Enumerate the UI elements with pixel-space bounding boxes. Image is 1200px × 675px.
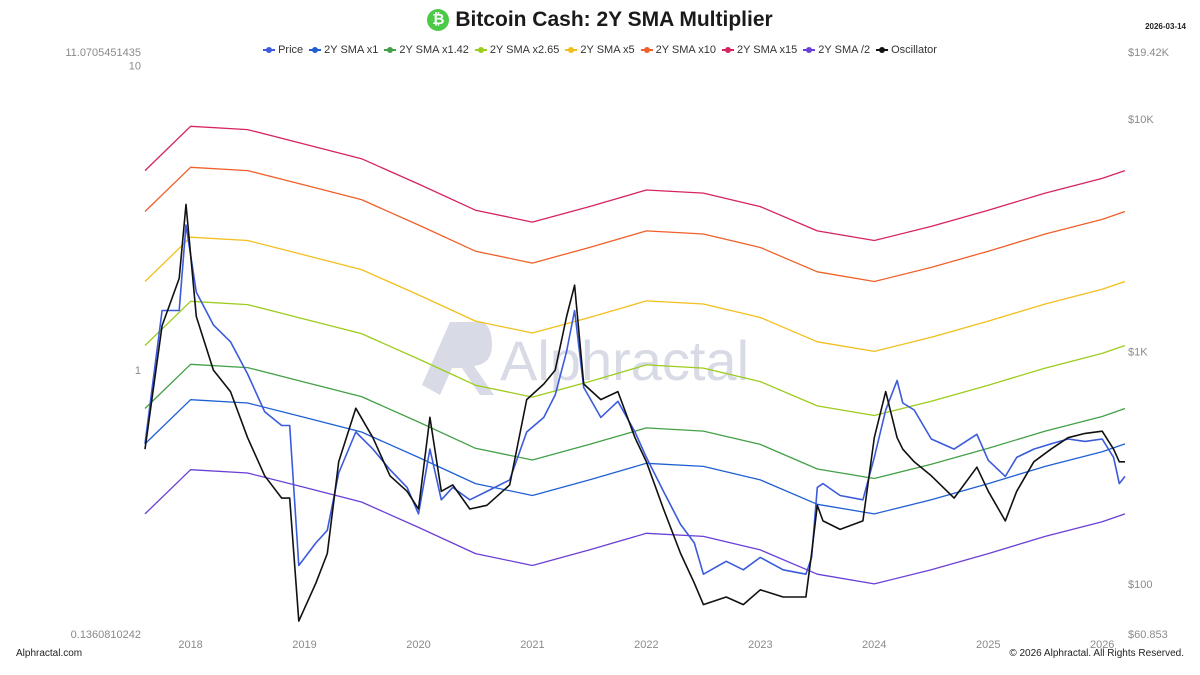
y-right-tick-label: $19.42K (1128, 47, 1170, 59)
chart-legend: Price 2Y SMA x1 2Y SMA x1.42 2Y SMA x2.65 2Y… (0, 44, 1200, 56)
x-tick-label: 2023 (748, 639, 772, 651)
legend-item[interactable]: 2Y SMA x1.42 (384, 44, 469, 56)
y-right-tick-label: $1K (1128, 346, 1148, 358)
legend-label: 2Y SMA x2.65 (489, 44, 560, 56)
x-tick-label: 2026 (1090, 639, 1114, 651)
y-right-tick-label: $60.853 (1128, 629, 1168, 641)
series-line-2y-sma-x2-65 (144, 300, 1126, 417)
legend-item[interactable]: Price (263, 44, 303, 56)
chart-date: 2026-03-14 (1145, 22, 1186, 31)
legend-label: 2Y SMA x1 (324, 44, 379, 56)
legend-marker-icon (640, 47, 653, 54)
x-tick-label: 2020 (406, 639, 430, 651)
y-left-tick-label: 10 (129, 60, 141, 72)
legend-marker-icon (263, 47, 276, 54)
legend-marker-icon (565, 47, 578, 54)
chart-title: ₿ Bitcoin Cash: 2Y SMA Multiplier (0, 8, 1200, 32)
legend-label: Price (278, 44, 304, 56)
legend-label: 2Y SMA x10 (655, 44, 716, 56)
x-tick-label: 2025 (976, 639, 1000, 651)
x-tick-label: 2024 (862, 639, 886, 651)
x-tick-label: 2019 (292, 639, 316, 651)
legend-item[interactable]: 2Y SMA x15 (721, 44, 798, 56)
footer-site: Alphractal.com (16, 648, 83, 659)
series-line-oscillator (144, 203, 1125, 622)
legend-label: 2Y SMA x1.42 (399, 44, 469, 56)
x-tick-label: 2018 (178, 639, 202, 651)
legend-marker-icon (474, 47, 487, 54)
legend-label: Oscillator (891, 44, 937, 56)
legend-item[interactable]: 2Y SMA x2.65 (474, 44, 560, 56)
legend-marker-icon (309, 47, 322, 54)
y-right-tick-label: $100 (1128, 579, 1152, 591)
chart-title-text: Bitcoin Cash: 2Y SMA Multiplier (455, 8, 773, 31)
legend-item[interactable]: 2Y SMA x5 (565, 44, 635, 56)
y-right-tick-label: $10K (1128, 114, 1154, 126)
legend-item[interactable]: 2Y SMA x1 (309, 44, 378, 56)
series-line-price (144, 224, 1126, 575)
legend-marker-icon (803, 47, 816, 54)
series-line-2y-sma-x1-42 (144, 363, 1126, 480)
series-line-2y-sma-x10 (144, 166, 1126, 283)
legend-marker-icon (384, 47, 397, 54)
watermark-text: Alphractal (500, 329, 749, 392)
bitcoin-cash-logo-icon: ₿ (427, 9, 450, 31)
legend-label: 2Y SMA /2 (818, 44, 871, 56)
legend-item[interactable]: 2Y SMA x10 (640, 44, 716, 56)
series-line-2y-sma-x15 (144, 125, 1126, 242)
legend-label: 2Y SMA x5 (580, 44, 635, 56)
legend-label: 2Y SMA x15 (736, 44, 798, 56)
series-line-2y-sma-2 (144, 469, 1126, 585)
legend-marker-icon (876, 47, 889, 54)
x-tick-label: 2022 (634, 639, 658, 651)
legend-item[interactable]: 2Y SMA /2 (803, 44, 870, 56)
y-left-tick-label: 1 (135, 365, 141, 377)
footer-copyright: © 2026 Alphractal. All Rights Reserved. (1009, 648, 1184, 659)
legend-item[interactable]: Oscillator (876, 44, 937, 56)
y-left-tick-label: 0.1360810242 (71, 629, 141, 641)
series-line-2y-sma-x5 (144, 236, 1126, 353)
x-tick-label: 2021 (520, 639, 544, 651)
y-left-tick-label: 11.0705451435 (65, 47, 141, 59)
watermark-logo-icon (422, 322, 494, 395)
legend-marker-icon (721, 47, 734, 54)
